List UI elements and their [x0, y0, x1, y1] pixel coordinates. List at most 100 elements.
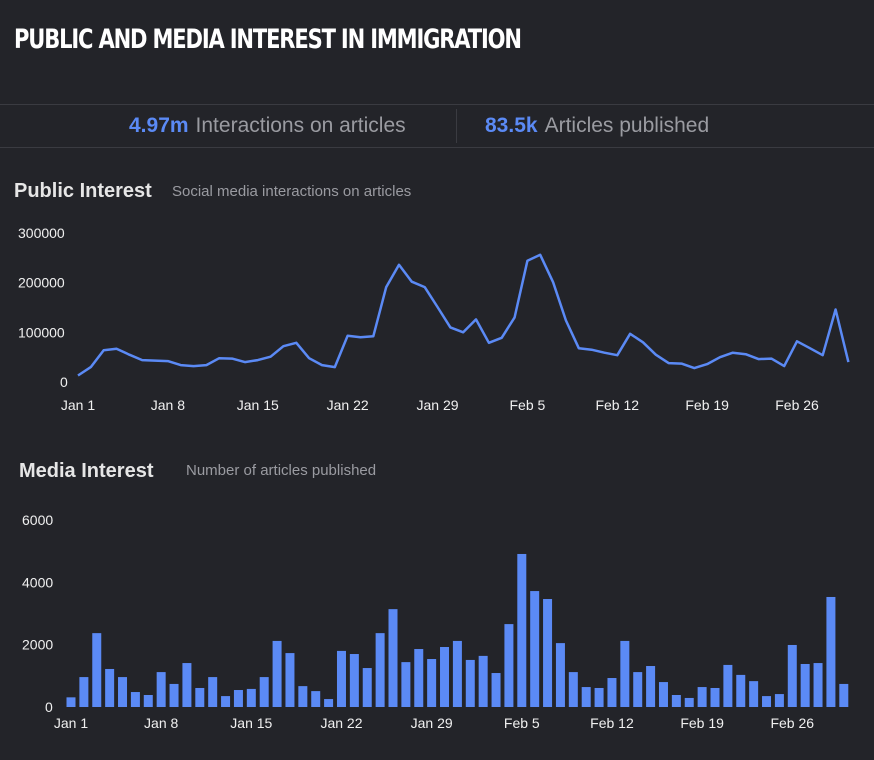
article-bar [105, 668, 115, 707]
article-bar [543, 599, 553, 707]
public-interest-subtitle: Social media interactions on articles [172, 183, 412, 200]
article-bar [710, 687, 720, 707]
x-tick-label: Jan 22 [320, 715, 362, 731]
article-bar [130, 692, 140, 707]
article-bar [530, 591, 540, 707]
article-bar [736, 674, 746, 707]
y-tick-label: 0 [45, 699, 53, 715]
article-bar [594, 687, 604, 707]
article-bar [375, 633, 385, 707]
article-bar [517, 553, 527, 707]
article-bar [440, 647, 450, 707]
stats-divider [456, 109, 457, 143]
stat-value: 4.97m [129, 114, 189, 137]
stat-interactions: 4.97m Interactions on articles [129, 114, 406, 138]
page-title: PUBLIC AND MEDIA INTEREST IN IMMIGRATION [14, 24, 522, 55]
y-tick-label: 0 [60, 374, 68, 390]
article-bar [568, 672, 578, 707]
x-tick-label: Feb 12 [590, 715, 634, 731]
article-bar [684, 697, 694, 707]
x-tick-label: Jan 15 [237, 397, 279, 413]
article-bar [388, 609, 398, 707]
article-bar [581, 687, 591, 707]
article-bar [633, 672, 643, 707]
article-bar [427, 659, 437, 707]
article-bar [259, 677, 269, 707]
article-bar [800, 663, 810, 707]
x-tick-label: Feb 5 [509, 397, 545, 413]
article-bar [336, 650, 346, 707]
article-bar [246, 688, 256, 707]
article-bar [774, 694, 784, 707]
stat-articles: 83.5k Articles published [485, 114, 709, 138]
article-bar [813, 663, 823, 707]
article-bar [272, 640, 282, 707]
article-bar [401, 662, 411, 707]
article-bar [762, 696, 772, 707]
x-tick-label: Feb 5 [504, 715, 540, 731]
article-bar [658, 682, 668, 707]
article-bar [169, 683, 179, 707]
stat-value: 83.5k [485, 114, 538, 137]
article-bar [182, 663, 192, 707]
article-bar [787, 644, 797, 707]
article-bar [285, 653, 295, 707]
article-bar [555, 643, 565, 707]
article-bar [79, 677, 89, 707]
media-interest-title: Media Interest [19, 460, 154, 482]
stat-label: Interactions on articles [195, 114, 406, 137]
y-tick-label: 200000 [18, 275, 65, 291]
article-bar [826, 596, 836, 707]
article-bar [671, 695, 681, 707]
article-bar [143, 695, 153, 707]
x-tick-label: Feb 12 [595, 397, 639, 413]
stat-label: Articles published [544, 114, 710, 137]
article-bar [324, 699, 334, 707]
article-bar [156, 672, 166, 707]
article-bar [195, 687, 205, 707]
article-bar [233, 690, 243, 707]
y-tick-label: 300000 [18, 225, 65, 241]
article-bar [66, 697, 76, 707]
x-tick-label: Jan 15 [230, 715, 272, 731]
x-tick-label: Jan 1 [61, 397, 95, 413]
x-tick-label: Feb 26 [775, 397, 819, 413]
article-bar [607, 678, 617, 707]
article-bar [92, 633, 102, 707]
article-bar [208, 677, 218, 707]
x-tick-label: Jan 29 [416, 397, 458, 413]
x-tick-label: Jan 1 [54, 715, 88, 731]
article-bar [452, 640, 462, 707]
article-bar [311, 691, 321, 707]
article-bar [221, 696, 231, 707]
interactions-line [77, 253, 850, 377]
article-bar [620, 640, 630, 707]
article-bar [491, 673, 501, 707]
article-bar [118, 677, 128, 707]
media-interest-subtitle: Number of articles published [186, 462, 377, 479]
article-bar [723, 664, 733, 707]
article-bar [839, 683, 849, 707]
y-tick-label: 6000 [22, 512, 53, 528]
x-tick-label: Feb 26 [770, 715, 814, 731]
stats-bar: 4.97m Interactions on articles 83.5k Artic… [0, 104, 874, 148]
article-bar [646, 666, 656, 707]
article-bar [465, 659, 475, 707]
article-bar [362, 668, 372, 707]
article-bar [349, 654, 359, 707]
x-tick-label: Feb 19 [680, 715, 724, 731]
article-bar [697, 687, 707, 707]
x-tick-label: Jan 29 [411, 715, 453, 731]
y-tick-label: 4000 [22, 574, 53, 590]
x-tick-label: Feb 19 [685, 397, 729, 413]
article-bar [749, 681, 759, 707]
article-bar [414, 649, 424, 707]
article-bar [504, 624, 514, 707]
x-tick-label: Jan 22 [327, 397, 369, 413]
x-tick-label: Jan 8 [151, 397, 185, 413]
y-tick-label: 2000 [22, 637, 53, 653]
article-bar [478, 655, 488, 707]
y-tick-label: 100000 [18, 324, 65, 340]
x-tick-label: Jan 8 [144, 715, 178, 731]
